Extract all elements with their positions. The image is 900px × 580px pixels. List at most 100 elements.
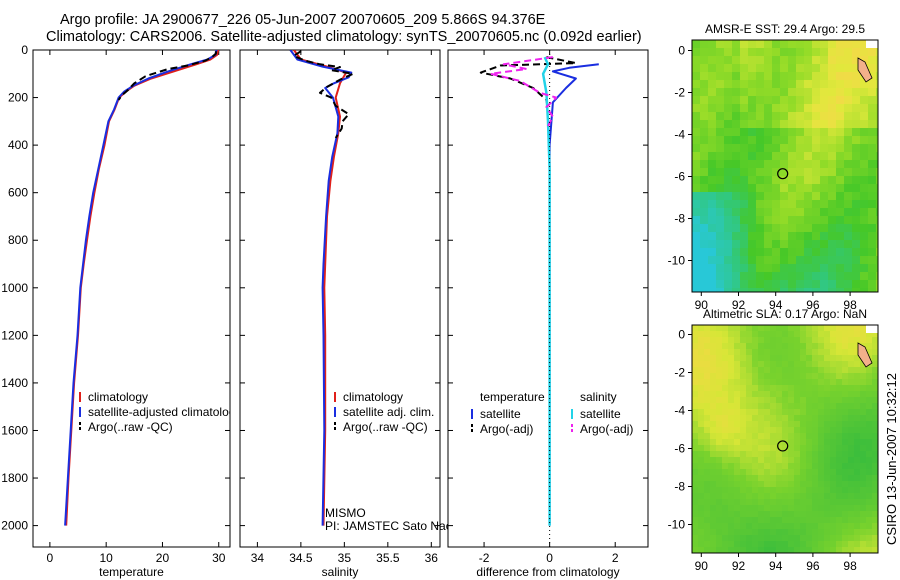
heatmap-cell — [716, 529, 723, 536]
heatmap-cell — [704, 355, 711, 362]
heatmap-cell — [734, 493, 741, 500]
heatmap-cell — [772, 80, 781, 89]
heatmap-cell — [812, 256, 821, 265]
heatmap-cell — [752, 517, 759, 524]
heatmap-cell — [818, 373, 825, 380]
heatmap-cell — [866, 481, 873, 488]
heatmap-cell — [756, 272, 765, 281]
heatmap-cell — [788, 385, 795, 392]
heatmap-cell — [800, 445, 807, 452]
heatmap-cell — [852, 152, 861, 161]
heatmap-cell — [812, 56, 821, 65]
heatmap-cell — [806, 331, 813, 338]
heatmap-cell — [788, 224, 797, 233]
heatmap-cell — [692, 288, 701, 292]
heatmap-cell — [782, 523, 789, 530]
heatmap-cell — [844, 40, 853, 49]
heatmap-cell — [868, 64, 877, 73]
heatmap-cell — [772, 256, 781, 265]
heatmap-cell — [818, 337, 825, 344]
heatmap-cell — [830, 397, 837, 404]
heatmap-cell — [860, 421, 867, 428]
heatmap-cell — [782, 403, 789, 410]
heatmap-cell — [770, 511, 777, 518]
heatmap-cell — [788, 487, 795, 494]
heatmap-cell — [860, 481, 867, 488]
heatmap-cell — [708, 208, 717, 217]
heatmap-cell — [852, 192, 861, 201]
heatmap-cell — [804, 96, 813, 105]
heatmap-cell — [824, 445, 831, 452]
heatmap-cell — [716, 385, 723, 392]
heatmap-cell — [748, 208, 757, 217]
heatmap-cell — [824, 475, 831, 482]
heatmap-cell — [804, 136, 813, 145]
heatmap-cell — [776, 481, 783, 488]
heatmap-cell — [812, 451, 819, 458]
heatmap-cell — [780, 144, 789, 153]
heatmap-cell — [710, 457, 717, 464]
heatmap-cell — [748, 272, 757, 281]
heatmap-cell — [698, 487, 705, 494]
heatmap-cell — [818, 409, 825, 416]
heatmap-cell — [800, 403, 807, 410]
heatmap-cell — [770, 337, 777, 344]
heatmap-cell — [716, 487, 723, 494]
heatmap-cell — [708, 40, 717, 49]
heatmap-cell — [756, 200, 765, 209]
heatmap-cell — [772, 144, 781, 153]
heatmap-cell — [868, 112, 877, 121]
heatmap-cell — [860, 337, 867, 344]
heatmap-cell — [728, 391, 735, 398]
heatmap-cell — [704, 421, 711, 428]
heatmap-cell — [848, 385, 855, 392]
heatmap-cell — [776, 361, 783, 368]
heatmap-cell — [692, 232, 701, 241]
heatmap-cell — [724, 160, 733, 169]
heatmap-cell — [812, 216, 821, 225]
heatmap-cell — [812, 240, 821, 249]
heatmap-cell — [740, 72, 749, 81]
heatmap-cell — [806, 517, 813, 524]
heatmap-cell — [800, 463, 807, 470]
heatmap-cell — [796, 208, 805, 217]
heatmap-cell — [776, 529, 783, 536]
heatmap-cell — [836, 499, 843, 506]
no-data-area — [866, 325, 878, 333]
heatmap-cell — [734, 529, 741, 536]
heatmap-cell — [866, 421, 873, 428]
heatmap-cell — [842, 463, 849, 470]
heatmap-cell — [748, 256, 757, 265]
heatmap-cell — [740, 439, 747, 446]
heatmap-cell — [748, 192, 757, 201]
heatmap-cell — [866, 535, 873, 542]
heatmap-cell — [782, 427, 789, 434]
heatmap-cell — [692, 505, 699, 512]
heatmap-cell — [818, 421, 825, 428]
heatmap-cell — [848, 505, 855, 512]
heatmap-cell — [824, 463, 831, 470]
heatmap-cell — [724, 48, 733, 57]
heatmap-cell — [716, 112, 725, 121]
heatmap-cell — [844, 104, 853, 113]
heatmap-cell — [710, 529, 717, 536]
heatmap-cell — [728, 415, 735, 422]
heatmap-cell — [722, 517, 729, 524]
heatmap-cell — [732, 288, 741, 292]
heatmap-cell — [848, 469, 855, 476]
heatmap-cell — [794, 427, 801, 434]
heatmap-cell — [758, 481, 765, 488]
heatmap-cell — [812, 208, 821, 217]
heatmap-cell — [836, 64, 845, 73]
heatmap-cell — [728, 535, 735, 542]
heatmap-cell — [700, 40, 709, 49]
heatmap-cell — [854, 331, 861, 338]
heatmap-cell — [758, 385, 765, 392]
heatmap-cell — [824, 337, 831, 344]
heatmap-cell — [800, 325, 807, 332]
heatmap-cell — [698, 415, 705, 422]
heatmap-cell — [788, 120, 797, 129]
heatmap-cell — [794, 445, 801, 452]
heatmap-cell — [758, 463, 765, 470]
heatmap-cell — [692, 355, 699, 362]
